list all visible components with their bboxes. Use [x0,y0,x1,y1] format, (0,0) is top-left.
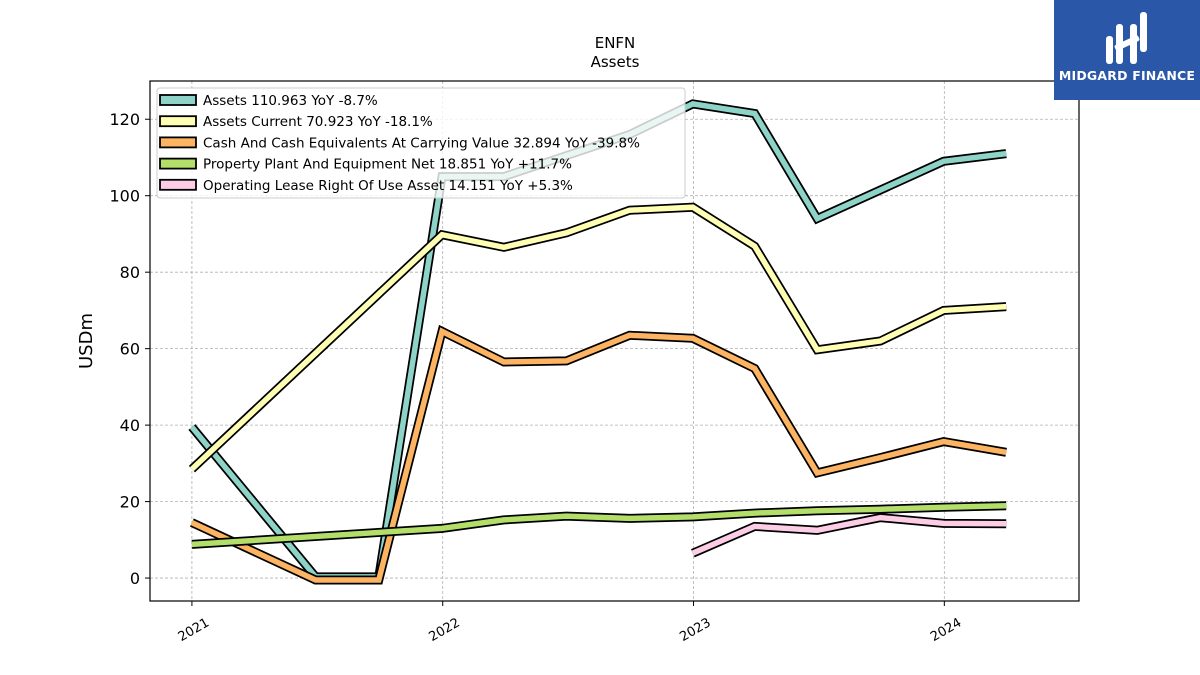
legend-label: Operating Lease Right Of Use Asset 14.15… [203,178,573,194]
midgard-finance-logo: MIDGARD FINANCE [1054,0,1200,100]
legend-label: Cash And Cash Equivalents At Carrying Va… [203,135,640,151]
legend-label: Assets Current 70.923 YoY -18.1% [203,114,433,130]
x-tick-label: 2022 [427,615,463,645]
legend-label: Property Plant And Equipment Net 18.851 … [203,157,572,173]
series-line-stroke [691,514,1007,556]
legend-swatch [159,157,197,170]
series-line-2 [190,324,1007,585]
chart-title: ENFN [595,34,636,52]
legend: Assets 110.963 YoY -8.7% Assets Current 7… [156,87,686,199]
legend-swatch [159,94,197,106]
y-axis-label: USDm [76,313,97,369]
series-line-1 [188,202,1007,473]
y-tick-label: 0 [130,569,140,588]
legend-label: Assets 110.963 YoY -8.7% [203,93,378,109]
legend-swatch [159,115,197,128]
axis-ticks: 0 20 40 60 80 100 120 2021 2022 2023 2024 [109,110,964,645]
legend-swatch [159,136,197,149]
plot-frame [149,80,1080,602]
x-tick-label: 2021 [176,615,212,645]
x-tick-label: 2024 [928,615,964,645]
series-line-stroke [191,503,1007,548]
series-line-stroke [190,327,1007,583]
y-tick-label: 120 [109,110,140,129]
x-tick-label: 2023 [677,615,713,645]
y-tick-label: 20 [120,493,140,512]
y-tick-label: 80 [120,263,140,282]
logo-mark-icon [1106,12,1147,64]
y-tick-label: 40 [120,416,140,435]
legend-box [156,87,686,199]
y-tick-label: 60 [120,340,140,359]
series-line-3 [191,501,1007,549]
legend-swatch [159,178,197,191]
series-line-stroke [190,204,1007,472]
chart-subtitle: Assets [591,53,640,71]
series-line-4 [691,513,1007,558]
y-tick-label: 100 [109,187,140,206]
logo-brand-text: MIDGARD FINANCE [1058,68,1196,83]
